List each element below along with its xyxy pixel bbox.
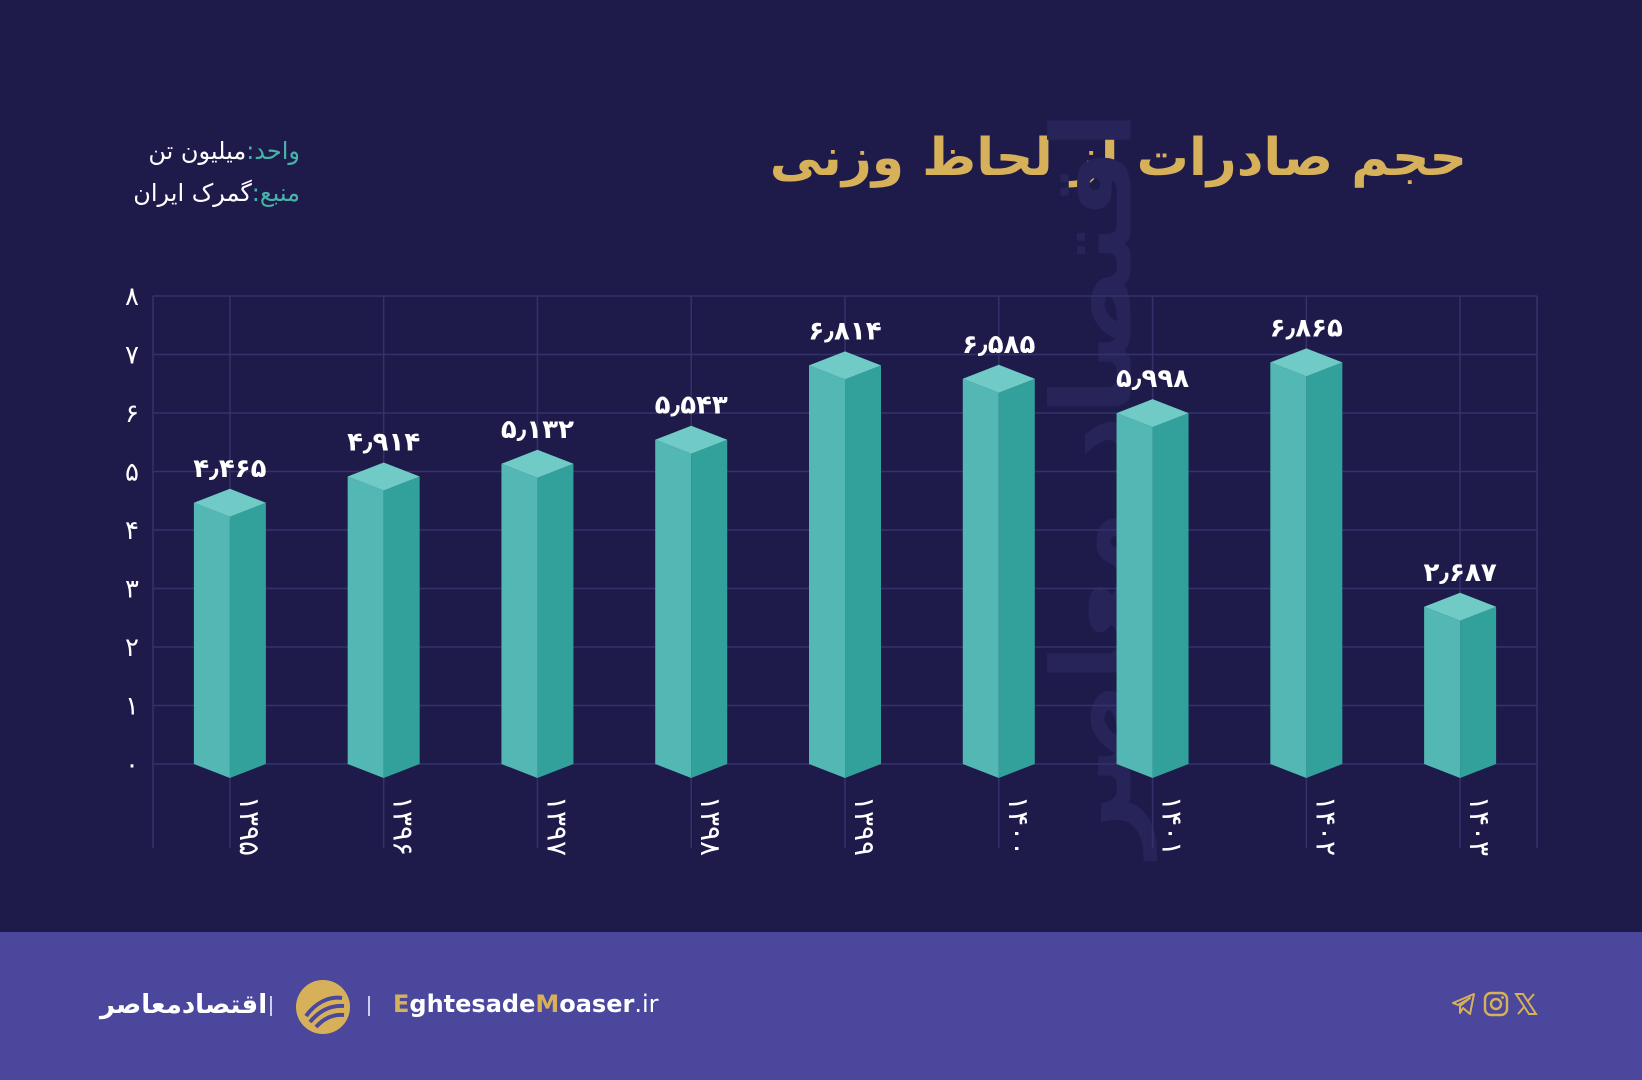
telegram-icon[interactable] [1450, 990, 1478, 1018]
unit-label: واحد: [246, 137, 300, 165]
bar-front [655, 439, 692, 778]
bar-side [229, 502, 266, 778]
bar-top [655, 425, 728, 454]
source-label: منبع: [251, 179, 300, 207]
bar-top [962, 364, 1035, 393]
bar-side [1152, 413, 1189, 778]
x-tick-label: ۱۴۰۲ [1309, 796, 1342, 856]
bar-side [1460, 606, 1497, 778]
data-label: ۵٫۵۴۳ [655, 391, 728, 421]
footer-separator [270, 996, 272, 1016]
data-label: ۵٫۹۹۸ [1116, 364, 1189, 394]
bar-front [193, 502, 230, 778]
data-label: ۴٫۴۶۵ [193, 454, 266, 484]
y-tick-label: ۱ [125, 692, 139, 722]
bar-side [691, 439, 728, 778]
chart-title: حجم صادرات از لحاظ وزنی [769, 128, 1468, 188]
x-tick-label: ۱۳۹۹ [848, 796, 881, 856]
bar-front [347, 476, 384, 778]
x-tick-label: ۱۳۹۷ [540, 796, 573, 856]
x-tick-label: ۱۴۰۳ [1463, 796, 1496, 856]
y-tick-label: ۴ [125, 516, 139, 546]
chart-meta: واحد:میلیون تن منبع:گمرک ایران [100, 130, 300, 214]
data-label: ۶٫۵۸۵ [962, 330, 1035, 360]
bar-side [998, 378, 1035, 778]
bar-front [1116, 413, 1153, 778]
bar-front [1270, 362, 1307, 778]
bar-side [383, 476, 420, 778]
x-icon[interactable] [1512, 990, 1540, 1018]
data-label: ۶٫۸۶۵ [1270, 313, 1343, 343]
instagram-icon[interactable] [1482, 990, 1510, 1018]
data-label: ۶٫۸۱۴ [808, 316, 881, 346]
unit-value: میلیون تن [148, 137, 247, 165]
x-tick-label: ۱۴۰۱ [1156, 796, 1189, 856]
footer-bar [0, 932, 1642, 1080]
x-tick-label: ۱۴۰۰ [1002, 796, 1035, 856]
data-label: ۵٫۱۳۲ [501, 415, 574, 445]
x-tick-label: ۱۳۹۸ [694, 796, 727, 856]
bar-top [347, 462, 420, 491]
y-tick-label: ۰ [125, 750, 139, 780]
source-line: منبع:گمرک ایران [100, 172, 300, 214]
bar-top [193, 488, 266, 517]
y-tick-label: ۶ [125, 399, 139, 429]
source-value: گمرک ایران [133, 179, 252, 207]
bar-front [962, 378, 999, 778]
data-label: ۲٫۶۸۷ [1424, 558, 1497, 588]
y-tick-label: ۷ [125, 341, 139, 371]
brand-logo-icon [296, 980, 350, 1034]
bar-side [537, 463, 574, 778]
bar-side [845, 365, 881, 778]
bar-top [1270, 348, 1343, 377]
bar-chart: ۰ ۱ ۲ ۳ ۴ ۵ ۶ ۷ ۸ ۴٫۴۶۵ ۱۳۹۵ ۴٫۹۱۴ ۱۳۹۶ ۵٫۱۳۲ ۱۳۹۷ ۵٫۵۴… [125, 282, 1538, 856]
brand-name: اقتصادمعاصر [100, 990, 268, 1020]
website-link[interactable]: EghtesadeMoaser.ir [393, 990, 659, 1018]
y-tick-label: ۵ [125, 458, 139, 488]
bar-front [1424, 606, 1461, 778]
y-tick-label: ۳ [125, 575, 139, 605]
bar-front [809, 365, 845, 778]
bar-front [501, 463, 538, 778]
bar-top [501, 449, 574, 478]
bar-top [1424, 592, 1497, 621]
y-tick-label: ۲ [125, 633, 139, 663]
y-tick-label: ۸ [125, 282, 139, 312]
unit-line: واحد:میلیون تن [100, 130, 300, 172]
x-tick-label: ۱۳۹۵ [233, 796, 266, 856]
x-tick-label: ۱۳۹۶ [387, 796, 420, 856]
bar-side [1306, 362, 1343, 778]
data-label: ۴٫۹۱۴ [347, 428, 420, 458]
bar-top [809, 351, 881, 380]
bar-top [1116, 399, 1189, 428]
footer-separator [368, 996, 370, 1016]
